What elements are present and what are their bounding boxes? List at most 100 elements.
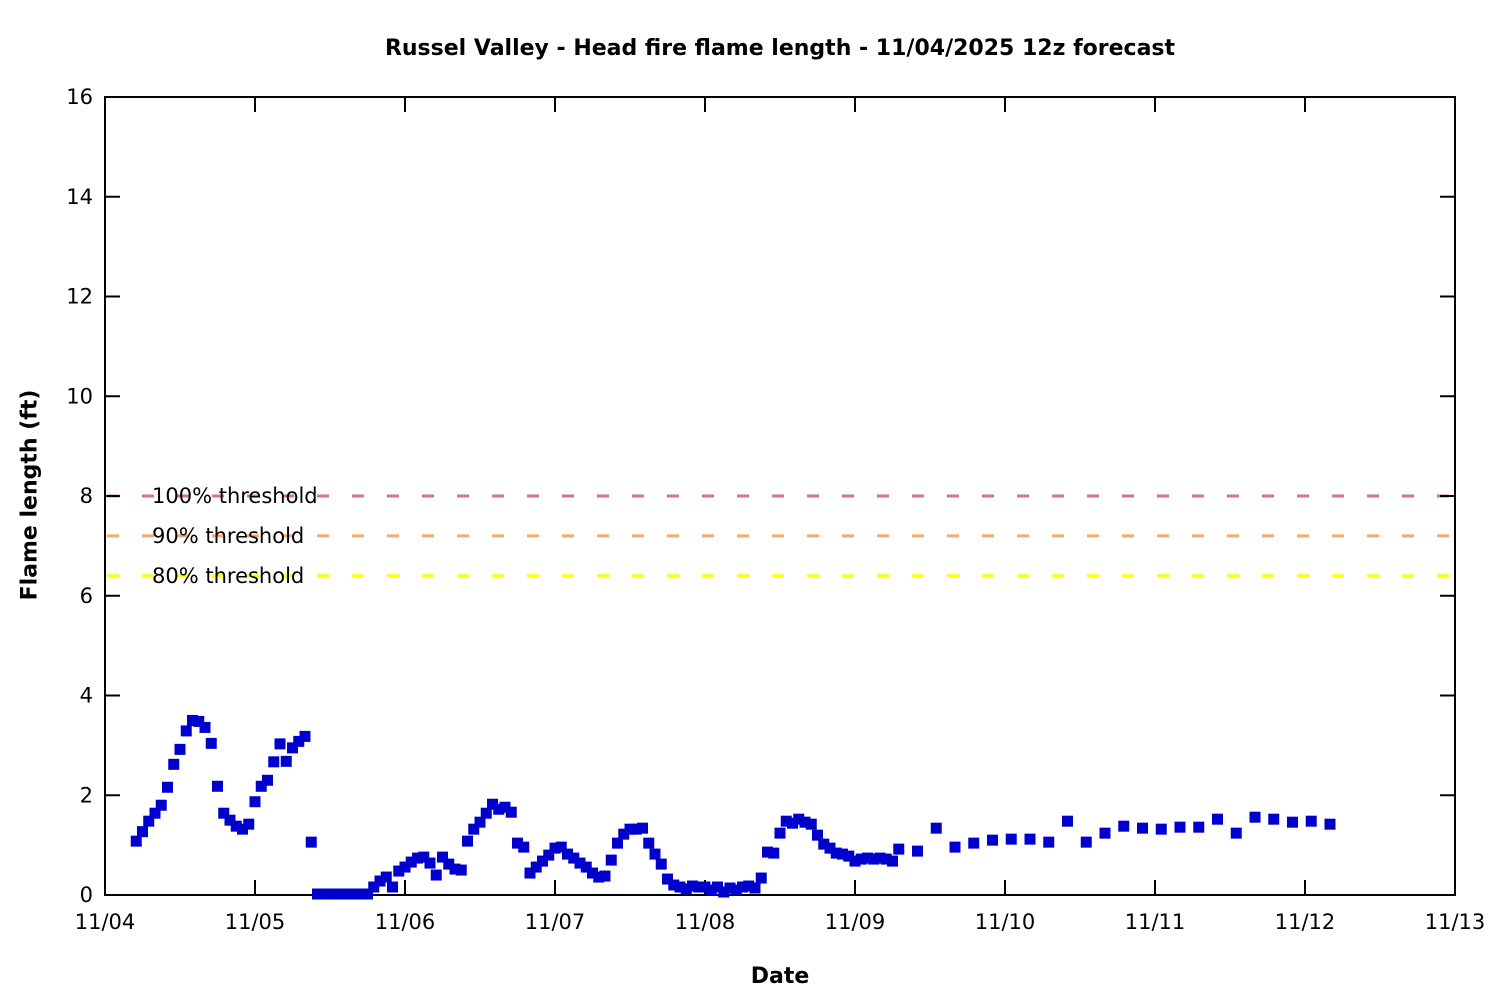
data-point	[555, 841, 567, 853]
data-point	[168, 758, 180, 770]
data-point	[218, 807, 230, 819]
data-point	[949, 841, 961, 853]
data-point	[412, 852, 423, 864]
data-point	[193, 715, 205, 727]
data-point	[180, 725, 192, 737]
data-point	[162, 781, 173, 793]
data-point	[887, 855, 898, 867]
data-point	[649, 848, 661, 860]
data-point	[287, 742, 298, 754]
data-point	[537, 855, 548, 867]
x-tick-label: 11/13	[1425, 910, 1486, 934]
data-point	[674, 881, 686, 893]
data-point	[599, 870, 611, 882]
data-point	[262, 774, 273, 786]
data-point	[424, 857, 436, 869]
y-tick-label: 2	[80, 783, 93, 807]
data-point	[830, 847, 842, 859]
y-tick-label: 12	[66, 285, 93, 309]
data-point	[1099, 827, 1111, 839]
data-point	[612, 837, 623, 849]
data-point	[818, 838, 830, 850]
threshold-label: 90% threshold	[152, 524, 304, 548]
data-point	[543, 849, 555, 861]
data-point	[655, 858, 667, 870]
data-point	[930, 822, 942, 834]
data-point	[693, 881, 705, 893]
data-point	[1305, 815, 1317, 827]
data-point	[749, 882, 761, 894]
data-point	[630, 823, 642, 835]
data-point	[362, 888, 373, 900]
data-point	[380, 871, 392, 883]
data-point	[1324, 818, 1336, 830]
data-point	[762, 846, 773, 858]
data-point	[787, 817, 798, 829]
x-tick-label: 11/11	[1125, 910, 1186, 934]
data-point	[468, 823, 480, 835]
data-point	[1005, 833, 1017, 845]
data-point	[255, 780, 267, 792]
data-point	[1193, 821, 1205, 833]
x-axis-label: Date	[750, 964, 810, 989]
data-point	[1268, 813, 1280, 825]
data-point	[1118, 820, 1130, 832]
data-point	[618, 828, 630, 840]
y-tick-label: 14	[66, 185, 93, 209]
data-point	[212, 780, 223, 792]
data-point	[912, 845, 923, 857]
data-point	[462, 835, 473, 847]
data-point	[530, 861, 542, 873]
data-point	[243, 818, 255, 830]
data-point	[605, 854, 617, 866]
data-point	[487, 798, 498, 810]
data-point	[724, 882, 736, 894]
data-point	[812, 829, 823, 841]
data-point	[849, 855, 861, 867]
data-point	[268, 756, 280, 768]
data-point	[405, 856, 417, 868]
data-point	[437, 851, 448, 863]
data-point	[737, 881, 748, 893]
data-point	[718, 886, 730, 898]
data-point	[755, 872, 767, 884]
data-point	[768, 847, 780, 859]
y-tick-label: 8	[80, 484, 93, 508]
data-point	[774, 827, 786, 839]
data-point	[880, 853, 892, 865]
data-point	[349, 888, 361, 900]
data-point	[549, 842, 561, 854]
data-point	[143, 815, 155, 827]
data-point	[343, 888, 355, 900]
data-point	[855, 853, 867, 865]
data-point	[155, 799, 167, 811]
data-point	[230, 820, 242, 832]
y-tick-label: 16	[66, 85, 93, 109]
data-point	[205, 737, 217, 749]
data-point	[374, 875, 386, 887]
data-point	[568, 852, 580, 864]
x-tick-label: 11/10	[975, 910, 1036, 934]
data-point	[312, 888, 323, 900]
data-point	[493, 803, 505, 815]
data-point	[368, 881, 380, 893]
data-point	[987, 834, 998, 846]
data-point	[705, 884, 717, 896]
data-point	[199, 721, 211, 733]
data-point	[187, 714, 198, 726]
data-point	[730, 884, 742, 896]
data-point	[712, 881, 723, 893]
data-point	[249, 796, 261, 808]
data-point	[449, 863, 461, 875]
data-point	[355, 888, 367, 900]
data-point	[1287, 816, 1298, 828]
data-point	[874, 852, 886, 864]
data-point	[324, 888, 336, 900]
data-point	[1024, 833, 1036, 845]
data-point	[393, 865, 405, 877]
data-point	[430, 869, 442, 881]
y-tick-label: 4	[80, 684, 93, 708]
y-tick-label: 0	[80, 883, 93, 907]
threshold-label: 100% threshold	[152, 484, 318, 508]
